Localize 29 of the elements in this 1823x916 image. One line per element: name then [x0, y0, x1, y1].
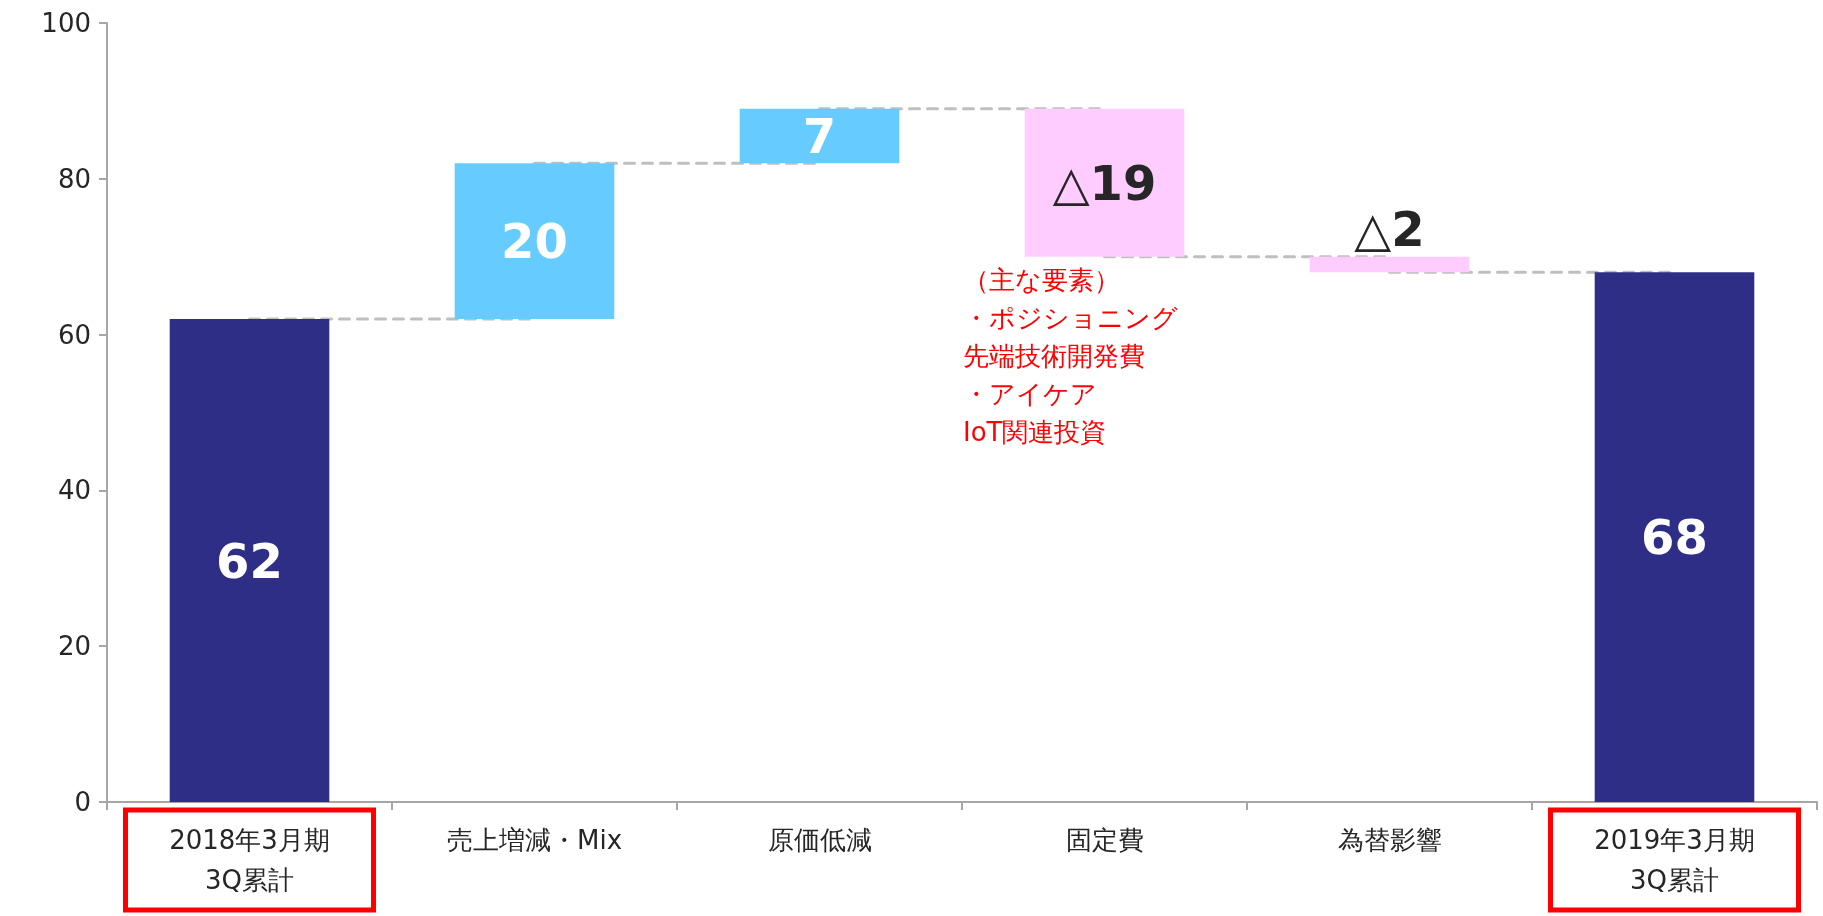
y-tick-label: 100: [41, 8, 91, 38]
bar: [1024, 108, 1185, 257]
bar: [454, 163, 615, 320]
bar: [1309, 256, 1470, 273]
y-tick-label: 40: [57, 475, 91, 506]
x-tick-label: 固定費: [1065, 825, 1144, 855]
annotation: 先端技術開発費: [963, 341, 1145, 371]
annotation: ・ポジショニング: [963, 303, 1178, 333]
bar: [169, 319, 330, 802]
data-label: △2: [1354, 200, 1425, 257]
data-label: 7: [802, 107, 837, 164]
data-label: 20: [501, 213, 568, 270]
annotation: （主な要素）: [963, 265, 1120, 295]
x-tick-label: 原価低減: [767, 825, 872, 855]
annotation: IoT関連投資: [963, 417, 1107, 447]
x-tick-label: 為替影響: [1337, 825, 1442, 855]
x-tick-label: 売上増減・Mix: [446, 825, 623, 855]
annotation: ・アイケア: [963, 379, 1097, 409]
y-tick-label: 60: [57, 319, 91, 350]
y-tick-label: 0: [74, 787, 91, 817]
x-tick-label: 2018年3月期 3Q累計: [169, 825, 330, 895]
data-label: △19: [1052, 154, 1157, 211]
y-tick-label: 80: [57, 163, 91, 194]
data-label: 68: [1641, 509, 1708, 566]
x-tick-label: 2019年3月期 3Q累計: [1594, 825, 1755, 895]
data-label: 62: [216, 532, 283, 589]
bar: [1594, 272, 1755, 802]
y-tick-label: 20: [57, 631, 91, 662]
bar: [739, 108, 900, 164]
